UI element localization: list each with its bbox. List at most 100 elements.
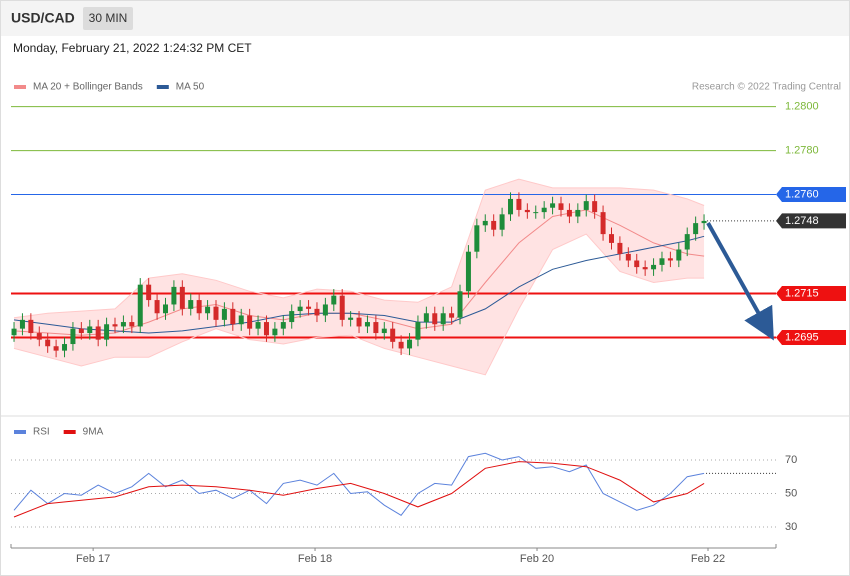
candle-body	[45, 339, 51, 347]
candle-body	[171, 286, 177, 305]
candle-body	[457, 291, 463, 318]
candle-body	[213, 306, 219, 320]
level-label-box	[776, 213, 846, 229]
candle-body	[583, 201, 589, 210]
candle-body	[465, 251, 471, 292]
candle-body	[36, 333, 42, 340]
legend-swatch	[63, 430, 76, 434]
legend-swatch	[14, 430, 26, 434]
bollinger-lower	[13, 233, 705, 376]
level-label: 1.2748	[785, 215, 819, 227]
candle-body	[617, 242, 623, 254]
candle-body	[533, 212, 539, 214]
candle-body	[364, 322, 370, 327]
level-label: 1.2800	[785, 101, 819, 113]
candle-body	[659, 258, 665, 265]
candle-body	[423, 313, 429, 323]
price-panel: 1.2800 1.2780 1.2760 1.2748 1.2715 1.2695 MA 2…	[11, 82, 846, 376]
candle-body	[524, 209, 530, 213]
candle-body	[600, 212, 606, 235]
candle-body	[608, 234, 614, 243]
x-tick-label: Feb 20	[520, 553, 554, 565]
candle-body	[541, 207, 547, 213]
forecast-arrow	[706, 222, 774, 341]
candle-body	[398, 341, 404, 349]
y-tick-label: 30	[785, 521, 797, 533]
x-tick-label: Feb 17	[76, 553, 110, 565]
legend-label: 9MA	[83, 427, 104, 438]
candle-body	[162, 304, 168, 314]
candle-body	[550, 203, 556, 208]
candle-body	[407, 339, 413, 349]
candle-body	[188, 300, 194, 309]
candle-body	[575, 209, 581, 217]
y-tick-label: 70	[785, 454, 797, 466]
candle-body	[306, 306, 312, 309]
candle-body	[53, 346, 59, 351]
level-label: 1.2695	[785, 331, 819, 343]
candle-body	[499, 214, 505, 230]
level-label-box	[776, 285, 846, 301]
candle-body	[19, 319, 25, 329]
candle-body	[255, 322, 261, 329]
candle-body	[280, 322, 286, 329]
source: Research © 2022 Trading Central	[692, 82, 841, 93]
candle-body	[129, 322, 135, 327]
candle-body	[516, 198, 522, 210]
candle-body	[146, 284, 152, 301]
candle-body	[331, 295, 337, 305]
x-tick-label: Feb 18	[298, 553, 332, 565]
candle-body	[373, 322, 379, 334]
candle-body	[104, 324, 110, 340]
candle-body	[87, 326, 93, 334]
rsi-line	[13, 452, 705, 516]
candle-body	[247, 315, 253, 329]
bollinger-upper	[13, 178, 705, 319]
symbol: USD/CAD	[11, 10, 75, 26]
candle-body	[154, 300, 160, 314]
candle-body	[314, 308, 320, 316]
candle-body	[289, 311, 295, 323]
candle-body	[112, 324, 118, 327]
candle-body	[566, 209, 572, 217]
candle-body	[432, 313, 438, 325]
candle-body	[667, 258, 673, 261]
level-label-box	[776, 329, 846, 345]
candle-body	[356, 317, 362, 327]
candle-body	[230, 308, 236, 325]
candle-body	[11, 328, 17, 336]
legend-swatch	[14, 85, 26, 89]
candle-body	[651, 264, 657, 270]
subtitle: Monday, February 21, 2022 1:24:32 PM CET	[13, 41, 252, 55]
legend-swatch	[156, 85, 169, 89]
rsi-panel: 70 50 30 Feb 17 Feb 18 Feb 20 Feb 22 RSI 9MA	[10, 427, 797, 565]
level-label: 1.2760	[785, 188, 819, 200]
timeframe: 30 MIN	[89, 11, 128, 25]
candle-body	[693, 223, 699, 235]
candle-body	[415, 322, 421, 340]
candle-body	[348, 317, 354, 320]
candle-body	[701, 220, 707, 224]
candle-body	[120, 322, 126, 327]
candle-body	[508, 198, 514, 215]
candle-body	[263, 322, 269, 336]
candle-body	[684, 234, 690, 250]
candle-body	[390, 328, 396, 342]
candle-body	[205, 306, 211, 314]
candle-body	[634, 260, 640, 268]
level-label: 1.2780	[785, 144, 819, 156]
candle-body	[592, 201, 598, 213]
candle-body	[625, 253, 631, 261]
candle-body	[137, 284, 143, 327]
legend-label: MA 50	[176, 82, 205, 93]
level-label-box	[776, 187, 846, 203]
candle-body	[179, 286, 185, 309]
candle-body	[440, 313, 446, 325]
candle-body	[449, 313, 455, 318]
candle-body	[70, 328, 76, 345]
candle-body	[196, 300, 202, 314]
legend-label: RSI	[33, 427, 50, 438]
candle-body	[238, 315, 244, 325]
candle-body	[482, 220, 488, 226]
